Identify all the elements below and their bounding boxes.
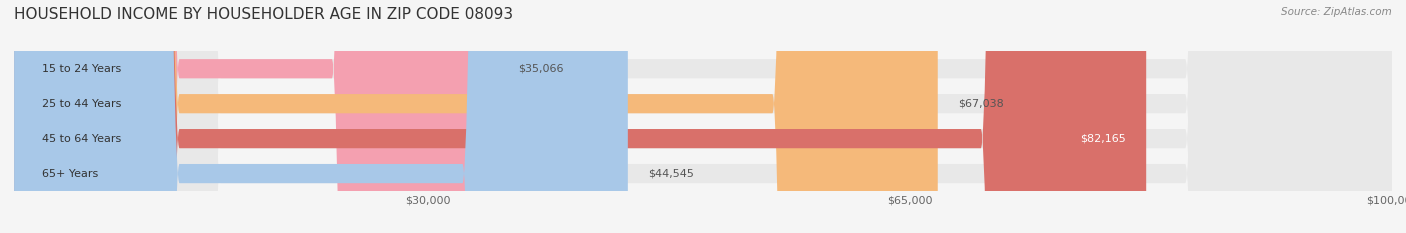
FancyBboxPatch shape bbox=[14, 0, 498, 233]
Text: 45 to 64 Years: 45 to 64 Years bbox=[42, 134, 121, 144]
FancyBboxPatch shape bbox=[14, 0, 1392, 233]
FancyBboxPatch shape bbox=[14, 0, 1392, 233]
Text: Source: ZipAtlas.com: Source: ZipAtlas.com bbox=[1281, 7, 1392, 17]
Text: $44,545: $44,545 bbox=[648, 169, 695, 178]
Text: $35,066: $35,066 bbox=[517, 64, 564, 74]
FancyBboxPatch shape bbox=[14, 0, 938, 233]
Text: 25 to 44 Years: 25 to 44 Years bbox=[42, 99, 121, 109]
Text: $82,165: $82,165 bbox=[1080, 134, 1126, 144]
Text: 15 to 24 Years: 15 to 24 Years bbox=[42, 64, 121, 74]
FancyBboxPatch shape bbox=[14, 0, 1392, 233]
FancyBboxPatch shape bbox=[14, 0, 1392, 233]
Text: HOUSEHOLD INCOME BY HOUSEHOLDER AGE IN ZIP CODE 08093: HOUSEHOLD INCOME BY HOUSEHOLDER AGE IN Z… bbox=[14, 7, 513, 22]
Text: $67,038: $67,038 bbox=[959, 99, 1004, 109]
FancyBboxPatch shape bbox=[14, 0, 628, 233]
FancyBboxPatch shape bbox=[14, 0, 1146, 233]
Text: 65+ Years: 65+ Years bbox=[42, 169, 98, 178]
